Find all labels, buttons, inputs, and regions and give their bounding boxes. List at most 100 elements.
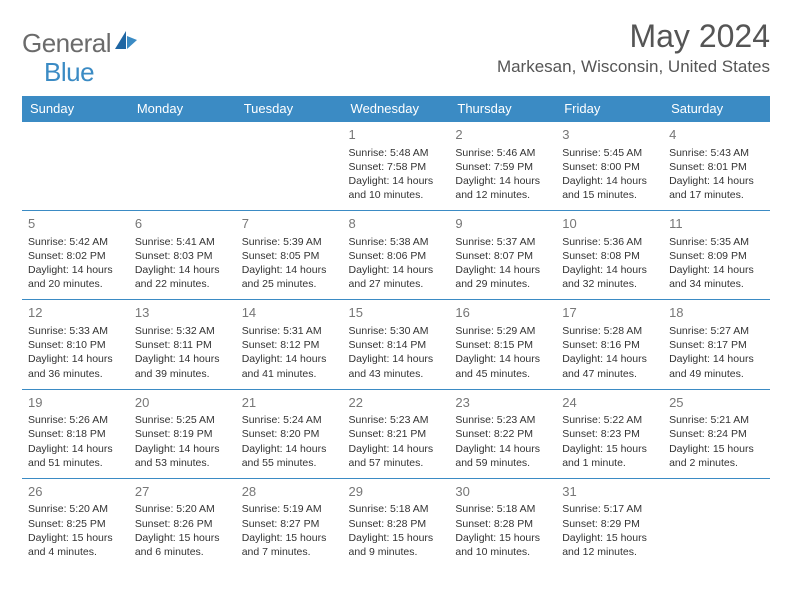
calendar-cell: 8 Sunrise: 5:38 AMSunset: 8:06 PMDaylight…: [343, 211, 450, 300]
calendar-cell: 7Sunrise: 5:39 AMSunset: 8:05 PMDaylight…: [236, 211, 343, 300]
day-number: 9: [455, 215, 550, 233]
sunrise-line: Sunrise: 5:18 AM: [349, 502, 444, 516]
sunrise-line: Sunrise: 5:37 AM: [455, 235, 550, 249]
day-number: 1: [349, 126, 444, 144]
sunset-line: Sunset: 8:25 PM: [28, 517, 123, 531]
sunset-line: Sunset: 8:00 PM: [562, 160, 657, 174]
sunrise-line: Sunrise: 5:29 AM: [455, 324, 550, 338]
daylight-line: Daylight: 14 hours and 10 minutes.: [349, 174, 444, 202]
sunrise-line: Sunrise: 5:27 AM: [669, 324, 764, 338]
sunset-line: Sunset: 8:19 PM: [135, 427, 230, 441]
sunrise-line: Sunrise: 5:30 AM: [349, 324, 444, 338]
sunset-line: Sunset: 8:08 PM: [562, 249, 657, 263]
daylight-line: Daylight: 14 hours and 59 minutes.: [455, 442, 550, 470]
daylight-line: Daylight: 14 hours and 15 minutes.: [562, 174, 657, 202]
calendar-row: 19Sunrise: 5:26 AMSunset: 8:18 PMDayligh…: [22, 389, 770, 478]
day-header: Thursday: [449, 96, 556, 122]
day-number: 8: [349, 215, 444, 233]
daylight-line: Daylight: 15 hours and 1 minute.: [562, 442, 657, 470]
daylight-line: Daylight: 15 hours and 7 minutes.: [242, 531, 337, 559]
sunset-line: Sunset: 7:58 PM: [349, 160, 444, 174]
day-number: 7: [242, 215, 337, 233]
calendar-cell: 2Sunrise: 5:46 AMSunset: 7:59 PMDaylight…: [449, 122, 556, 211]
day-number: 28: [242, 483, 337, 501]
sunrise-line: Sunrise: 5:48 AM: [349, 146, 444, 160]
daylight-line: Daylight: 14 hours and 57 minutes.: [349, 442, 444, 470]
calendar-cell: 1 Sunrise: 5:48 AMSunset: 7:58 PMDaylight…: [343, 122, 450, 211]
sunset-line: Sunset: 8:22 PM: [455, 427, 550, 441]
calendar-row: 12Sunrise: 5:33 AMSunset: 8:10 PMDayligh…: [22, 300, 770, 389]
daylight-line: Daylight: 14 hours and 53 minutes.: [135, 442, 230, 470]
day-number: 30: [455, 483, 550, 501]
sunset-line: Sunset: 8:27 PM: [242, 517, 337, 531]
sunrise-line: Sunrise: 5:21 AM: [669, 413, 764, 427]
daylight-line: Daylight: 14 hours and 20 minutes.: [28, 263, 123, 291]
sunrise-line: Sunrise: 5:17 AM: [562, 502, 657, 516]
day-number: 24: [562, 394, 657, 412]
daylight-line: Daylight: 14 hours and 45 minutes.: [455, 352, 550, 380]
calendar-cell: 29Sunrise: 5:18 AMSunset: 8:28 PMDayligh…: [343, 478, 450, 567]
sunset-line: Sunset: 8:06 PM: [349, 249, 444, 263]
calendar-cell: 12Sunrise: 5:33 AMSunset: 8:10 PMDayligh…: [22, 300, 129, 389]
daylight-line: Daylight: 14 hours and 36 minutes.: [28, 352, 123, 380]
sunrise-line: Sunrise: 5:25 AM: [135, 413, 230, 427]
calendar-cell: 10Sunrise: 5:36 AMSunset: 8:08 PMDayligh…: [556, 211, 663, 300]
calendar-cell: 16Sunrise: 5:29 AMSunset: 8:15 PMDayligh…: [449, 300, 556, 389]
daylight-line: Daylight: 15 hours and 10 minutes.: [455, 531, 550, 559]
sunset-line: Sunset: 8:14 PM: [349, 338, 444, 352]
sunrise-line: Sunrise: 5:24 AM: [242, 413, 337, 427]
day-number: 19: [28, 394, 123, 412]
sunrise-line: Sunrise: 5:20 AM: [28, 502, 123, 516]
calendar-cell: [22, 122, 129, 211]
sunrise-line: Sunrise: 5:19 AM: [242, 502, 337, 516]
sunset-line: Sunset: 8:07 PM: [455, 249, 550, 263]
daylight-line: Daylight: 14 hours and 49 minutes.: [669, 352, 764, 380]
sunset-line: Sunset: 8:05 PM: [242, 249, 337, 263]
sunset-line: Sunset: 8:03 PM: [135, 249, 230, 263]
daylight-line: Daylight: 14 hours and 17 minutes.: [669, 174, 764, 202]
day-header: Sunday: [22, 96, 129, 122]
sail-icon: [115, 31, 137, 56]
calendar-row: 5Sunrise: 5:42 AMSunset: 8:02 PMDaylight…: [22, 211, 770, 300]
calendar-cell: [129, 122, 236, 211]
calendar-cell: 24Sunrise: 5:22 AMSunset: 8:23 PMDayligh…: [556, 389, 663, 478]
sunset-line: Sunset: 8:11 PM: [135, 338, 230, 352]
sunrise-line: Sunrise: 5:32 AM: [135, 324, 230, 338]
day-number: 31: [562, 483, 657, 501]
daylight-line: Daylight: 14 hours and 22 minutes.: [135, 263, 230, 291]
day-number: 10: [562, 215, 657, 233]
calendar-cell: 22Sunrise: 5:23 AMSunset: 8:21 PMDayligh…: [343, 389, 450, 478]
sunrise-line: Sunrise: 5:39 AM: [242, 235, 337, 249]
sunset-line: Sunset: 8:02 PM: [28, 249, 123, 263]
calendar-cell: 25Sunrise: 5:21 AMSunset: 8:24 PMDayligh…: [663, 389, 770, 478]
day-number: 20: [135, 394, 230, 412]
sunset-line: Sunset: 8:28 PM: [455, 517, 550, 531]
daylight-line: Daylight: 14 hours and 27 minutes.: [349, 263, 444, 291]
day-number: 13: [135, 304, 230, 322]
sunrise-line: Sunrise: 5:33 AM: [28, 324, 123, 338]
sunset-line: Sunset: 8:20 PM: [242, 427, 337, 441]
sunset-line: Sunset: 8:28 PM: [349, 517, 444, 531]
sunrise-line: Sunrise: 5:38 AM: [349, 235, 444, 249]
calendar-body: 1Sunrise: 5:48 AMSunset: 7:58 PMDaylight…: [22, 122, 770, 568]
calendar-cell: 9Sunrise: 5:37 AMSunset: 8:07 PMDaylight…: [449, 211, 556, 300]
day-number: 27: [135, 483, 230, 501]
calendar-head: SundayMondayTuesdayWednesdayThursdayFrid…: [22, 96, 770, 122]
sunrise-line: Sunrise: 5:42 AM: [28, 235, 123, 249]
day-number: 6: [135, 215, 230, 233]
calendar-row: 1Sunrise: 5:48 AMSunset: 7:58 PMDaylight…: [22, 122, 770, 211]
daylight-line: Daylight: 14 hours and 47 minutes.: [562, 352, 657, 380]
day-number: 4: [669, 126, 764, 144]
day-number: 12: [28, 304, 123, 322]
daylight-line: Daylight: 14 hours and 43 minutes.: [349, 352, 444, 380]
sunrise-line: Sunrise: 5:35 AM: [669, 235, 764, 249]
calendar-cell: 3Sunrise: 5:45 AMSunset: 8:00 PMDaylight…: [556, 122, 663, 211]
day-header: Monday: [129, 96, 236, 122]
sunrise-line: Sunrise: 5:45 AM: [562, 146, 657, 160]
daylight-line: Daylight: 15 hours and 6 minutes.: [135, 531, 230, 559]
day-header: Saturday: [663, 96, 770, 122]
calendar-cell: 26Sunrise: 5:20 AMSunset: 8:25 PMDayligh…: [22, 478, 129, 567]
daylight-line: Daylight: 14 hours and 34 minutes.: [669, 263, 764, 291]
calendar-cell: 5Sunrise: 5:42 AMSunset: 8:02 PMDaylight…: [22, 211, 129, 300]
daylight-line: Daylight: 15 hours and 9 minutes.: [349, 531, 444, 559]
